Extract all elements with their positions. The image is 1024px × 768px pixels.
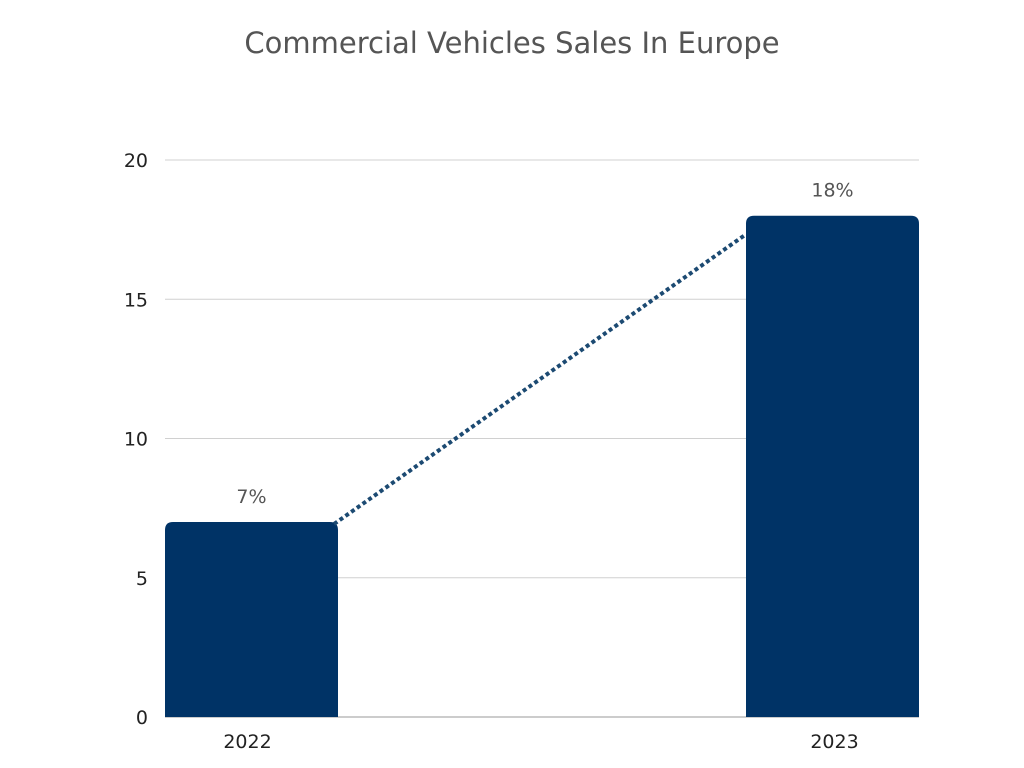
- y-tick-label: 20: [124, 150, 148, 172]
- x-tick-label: 2022: [223, 731, 271, 753]
- y-tick-label: 0: [136, 707, 148, 729]
- y-tick-label: 10: [124, 429, 148, 451]
- chart-title: Commercial Vehicles Sales In Europe: [244, 26, 780, 60]
- y-tick-label: 15: [124, 289, 148, 311]
- data-label: 18%: [811, 180, 853, 202]
- data-label: 7%: [236, 486, 266, 508]
- x-tick-label: 2023: [810, 731, 858, 753]
- y-tick-label: 5: [136, 568, 148, 590]
- bar-2023: [746, 215, 919, 717]
- trend-line: [332, 234, 746, 526]
- bar-2022: [165, 522, 338, 717]
